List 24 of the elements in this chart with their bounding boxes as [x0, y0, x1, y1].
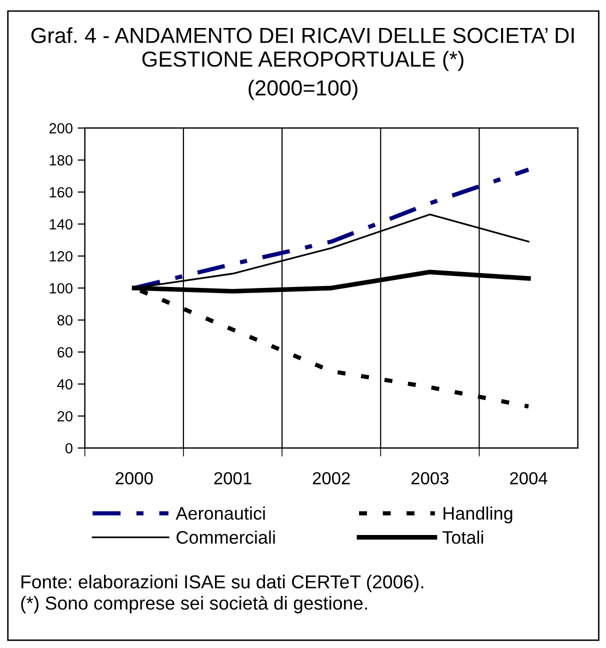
x-tick-label: 2002: [312, 472, 350, 484]
chart-subtitle: (2000=100): [248, 80, 358, 100]
y-tick-label: 160: [50, 187, 72, 198]
y-tick-label: 80: [57, 315, 72, 326]
x-tick-label: 2000: [116, 472, 153, 484]
legend-label: Totali: [442, 530, 484, 544]
x-tick-label: 2001: [214, 472, 252, 484]
y-tick-label: 100: [50, 283, 72, 294]
legend-label: Commerciali: [176, 530, 275, 544]
y-tick-label: 20: [58, 411, 72, 422]
y-tick-label: 140: [50, 219, 72, 230]
chart-title: Graf. 4 - ANDAMENTO DEI RICAVI DELLE SOCIETA’ DI GESTIONE AEROPORTUALE (*): [31, 27, 574, 72]
x-tick-label: 2004: [510, 472, 548, 484]
y-tick-label: 0: [65, 443, 72, 454]
y-tick-label: 60: [58, 347, 72, 358]
text: (*) Sono comprese sei società di gestione.: [21, 596, 367, 614]
legend-label: Handling: [444, 506, 512, 524]
y-tick-label: 120: [50, 251, 72, 262]
y-tick-label: 180: [50, 155, 72, 166]
y-tick-label: 200: [49, 123, 72, 134]
x-tick-label: 2003: [411, 472, 448, 484]
source-note: Fonte: elaborazioni ISAE su dati CERTeT (2006).: [22, 574, 424, 592]
y-tick-label: 40: [57, 379, 72, 390]
legend-label: Aeronautici: [176, 506, 265, 520]
